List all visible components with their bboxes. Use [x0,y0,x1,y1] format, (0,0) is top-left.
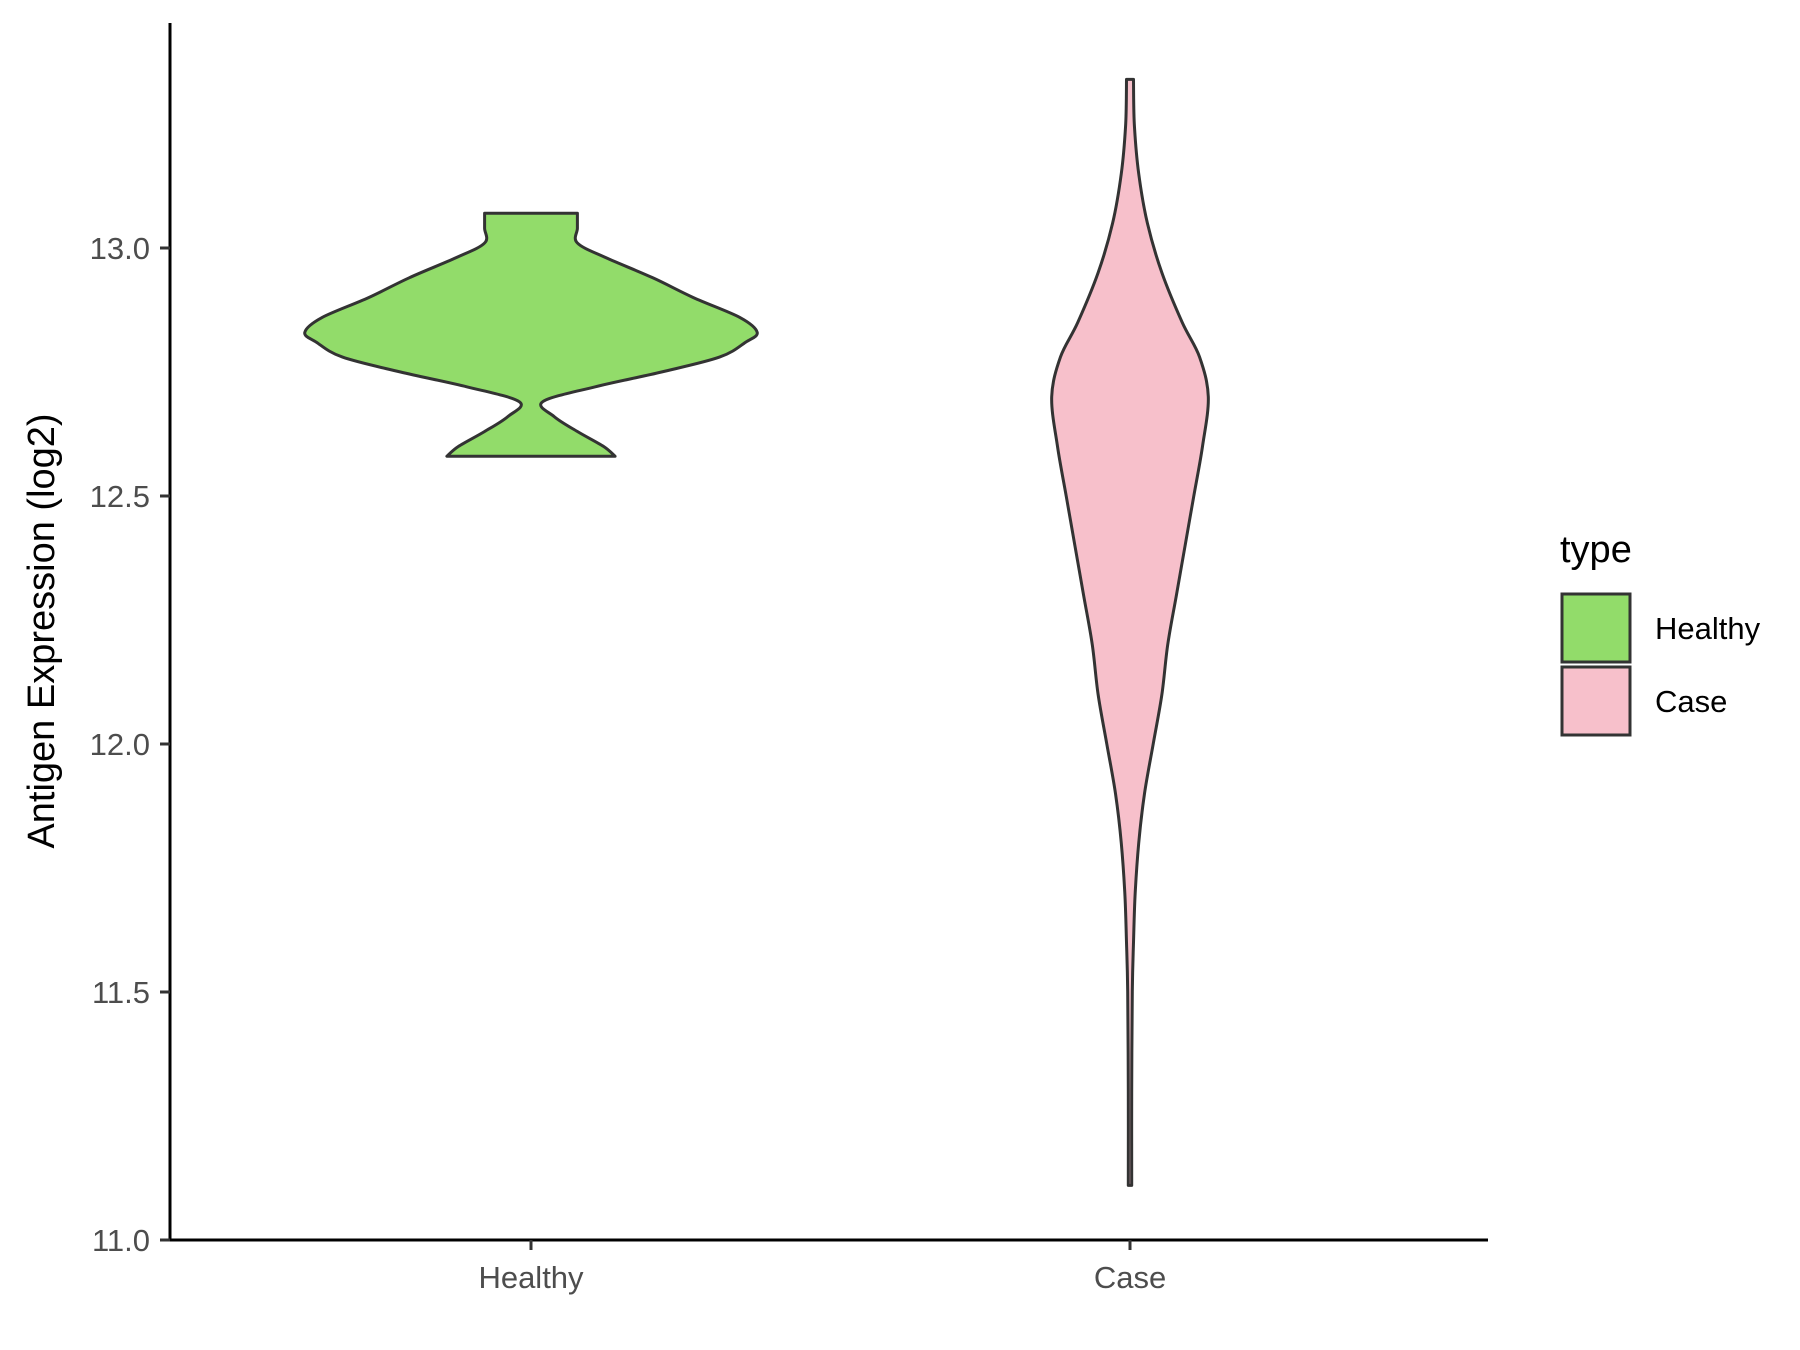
legend-title: type [1560,529,1632,571]
y-tick-label: 11.5 [92,975,150,1010]
legend-key-healthy [1560,592,1632,664]
x-ticks: Healthy Case [478,1240,1166,1295]
legend: type Healthy Case [1560,529,1761,737]
legend-key-case [1560,665,1632,737]
x-tick-label: Case [1094,1260,1166,1295]
y-tick-label: 12.0 [90,727,150,762]
y-tick-label: 12.5 [90,479,150,514]
violins [303,77,1210,1187]
y-tick-label: 13.0 [90,231,150,266]
legend-items: Healthy Case [1560,592,1761,737]
plot-area: 11.0 11.5 12.0 12.5 13.0 Healthy Case [90,23,1488,1295]
y-tick-label: 11.0 [92,1223,150,1258]
violin-healthy [303,211,759,458]
x-tick-label: Healthy [478,1260,584,1295]
legend-label-case: Case [1655,684,1727,719]
y-ticks: 11.0 11.5 12.0 12.5 13.0 [90,231,170,1258]
violin-case [1050,77,1210,1187]
y-axis-title: Antigen Expression (log2) [21,413,63,848]
legend-label-healthy: Healthy [1655,611,1761,646]
